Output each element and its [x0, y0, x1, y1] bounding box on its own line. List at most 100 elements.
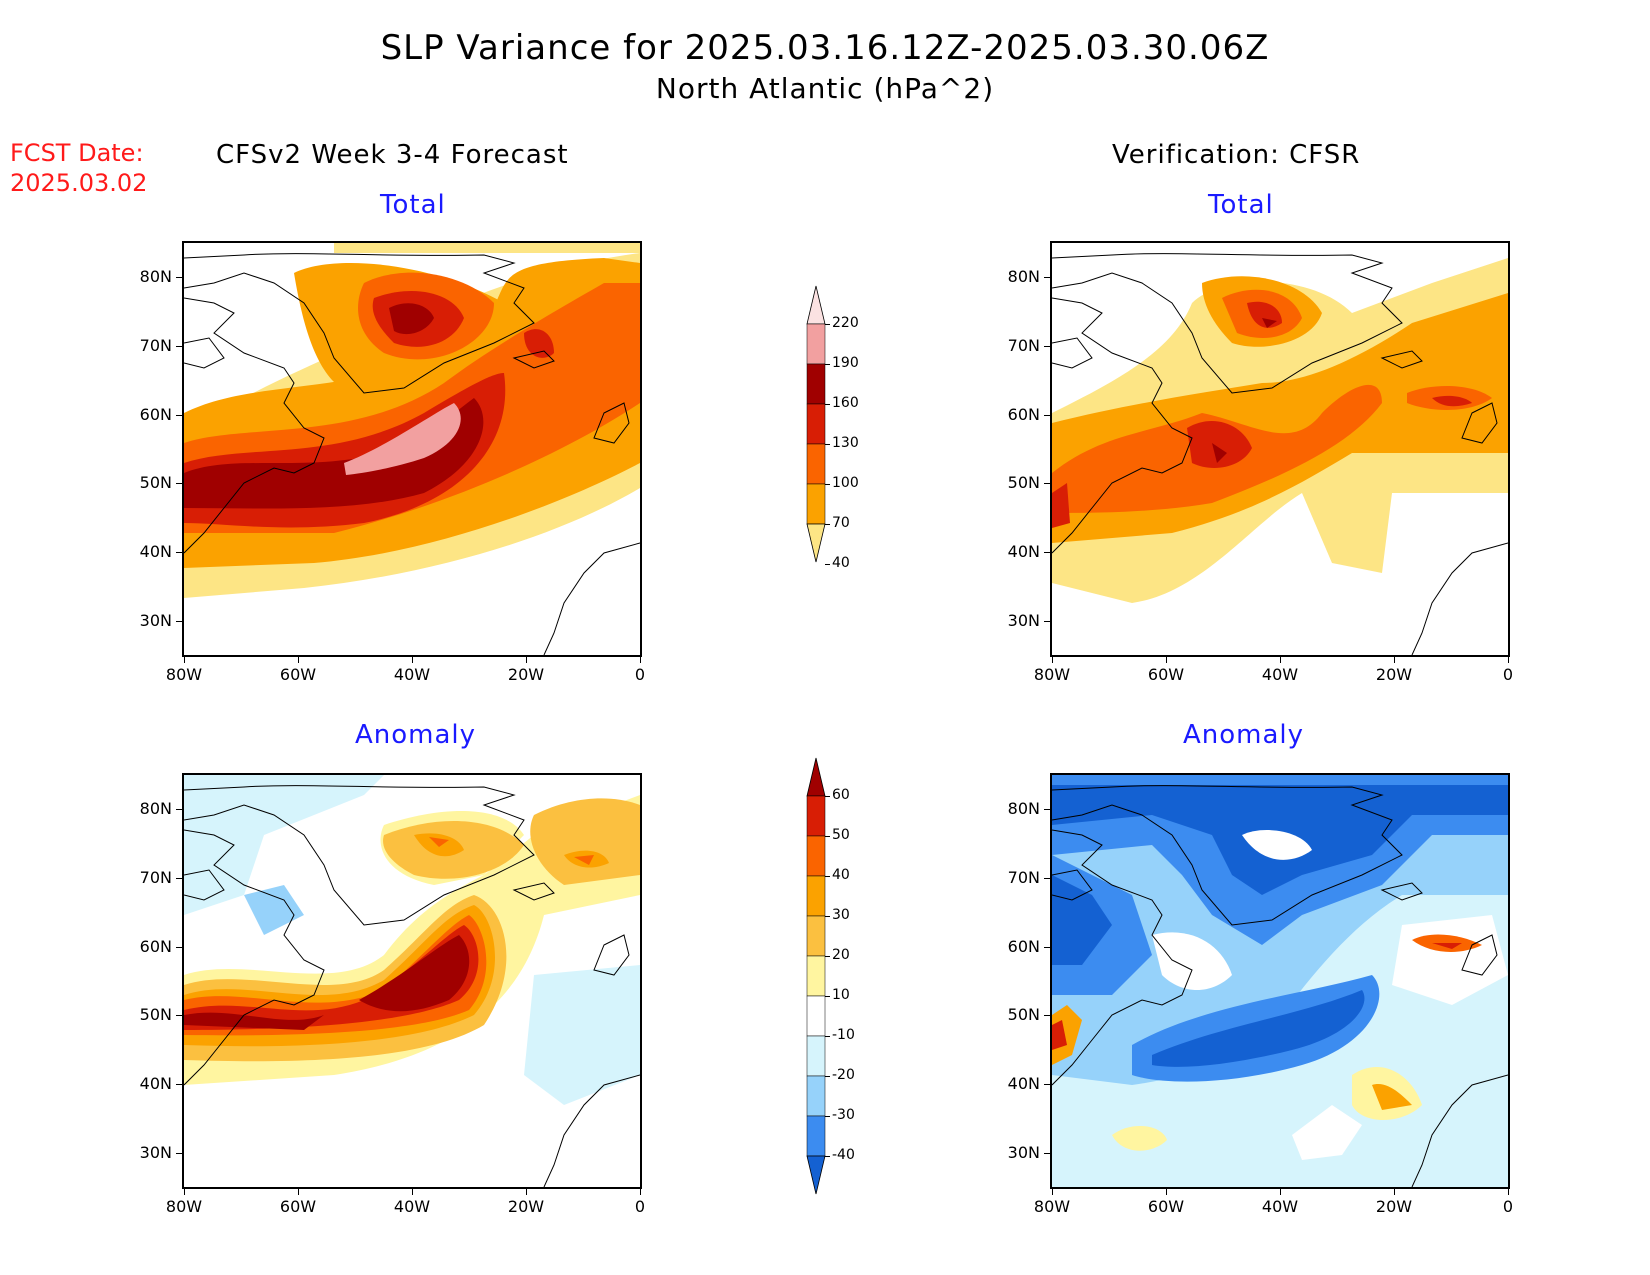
lat-tick	[1044, 552, 1050, 553]
colorbar-segment	[806, 285, 826, 325]
colorbar-label: 40	[832, 555, 850, 571]
lat-tick	[1044, 277, 1050, 279]
lon-label: 40W	[1261, 665, 1299, 684]
colorbar-segment	[806, 1075, 826, 1117]
right-column-title: Verification: CFSR	[1112, 140, 1361, 170]
lat-tick	[1044, 1152, 1050, 1154]
lon-tick	[526, 1189, 527, 1195]
colorbar-label: 30	[832, 907, 850, 923]
lon-tick	[184, 1189, 185, 1195]
lat-label: 80N	[1007, 799, 1040, 819]
lon-label: 20W	[1375, 665, 1413, 684]
cbar-total-svg	[806, 285, 826, 563]
lat-tick	[176, 1152, 182, 1154]
lat-tick	[176, 946, 182, 948]
lat-label: 50N	[1007, 473, 1040, 493]
colorbar-tick	[825, 524, 830, 525]
subtitle-verif-anom: Anomaly	[1183, 720, 1305, 750]
lon-tick	[1508, 1189, 1509, 1195]
lon-label: 60W	[279, 1197, 317, 1216]
colorbar-segment	[806, 995, 826, 1037]
lon-tick	[298, 657, 299, 663]
colorbar-label: 100	[832, 475, 859, 491]
lon-label: 60W	[279, 665, 317, 684]
colorbar-tick	[825, 876, 830, 877]
colorbar-label: -40	[832, 1147, 855, 1163]
colorbar-label: 50	[832, 827, 850, 843]
colorbar-tick	[825, 444, 830, 445]
lon-label: 60W	[1147, 1197, 1185, 1216]
left-column-title: CFSv2 Week 3-4 Forecast	[216, 140, 569, 170]
lat-label: 40N	[139, 542, 172, 561]
colorbar-tick	[825, 324, 830, 325]
lat-tick	[1044, 414, 1050, 416]
lon-label: 0	[1502, 1197, 1514, 1216]
colorbar-segment	[806, 1155, 826, 1195]
cbar-anom-svg	[806, 757, 826, 1195]
lat-tick	[1044, 878, 1050, 879]
colorbar-tick	[825, 916, 830, 917]
lat-tick	[1044, 1084, 1050, 1085]
lon-tick	[1280, 1189, 1281, 1195]
lon-tick	[412, 1189, 413, 1195]
fcst-date: FCST Date: 2025.03.02	[10, 138, 147, 198]
colorbar-label: 60	[832, 787, 850, 803]
lon-label: 80W	[165, 1197, 203, 1216]
colorbar-label: 220	[832, 315, 859, 331]
colorbar-label: 190	[832, 355, 859, 371]
lat-label: 50N	[139, 1005, 172, 1025]
lon-tick	[184, 657, 185, 663]
subtitle-fcst-anom: Anomaly	[355, 720, 477, 750]
lon-label: 80W	[165, 665, 203, 684]
lat-tick	[1044, 809, 1050, 811]
lon-tick	[1052, 657, 1053, 663]
lon-tick	[1166, 1189, 1167, 1195]
lat-label: 60N	[139, 936, 172, 956]
lon-tick	[1280, 657, 1281, 663]
colorbar-label: 10	[832, 987, 850, 1003]
map-fcst-total	[182, 241, 642, 657]
colorbar-tick	[825, 564, 830, 565]
colorbar-label: -30	[832, 1107, 855, 1123]
lat-tick	[1044, 620, 1050, 622]
lon-tick	[640, 1189, 641, 1195]
lon-label: 40W	[1261, 1197, 1299, 1216]
colorbar-segment	[806, 1035, 826, 1077]
lat-label: 70N	[139, 336, 172, 355]
lat-tick	[176, 552, 182, 553]
lon-label: 20W	[1375, 1197, 1413, 1216]
lon-label: 80W	[1033, 665, 1071, 684]
lat-tick	[176, 809, 182, 811]
colorbar-segment	[806, 835, 826, 877]
colorbar-anomaly: 60 50 40 30 20 10 -10 -20 -30 -40	[806, 757, 855, 1199]
colorbar-tick	[825, 996, 830, 997]
fcst-date-value: 2025.03.02	[10, 169, 148, 197]
lat-label: 30N	[139, 1142, 172, 1162]
lat-tick	[176, 1015, 182, 1017]
lon-label: 40W	[393, 1197, 431, 1216]
lon-label: 80W	[1033, 1197, 1071, 1216]
lat-label: 40N	[139, 1074, 172, 1093]
lon-label: 0	[1502, 665, 1514, 684]
lat-label: 60N	[139, 404, 172, 424]
colorbar-segment	[806, 483, 826, 525]
lat-label: 80N	[139, 267, 172, 287]
main-subtitle: North Atlantic (hPa^2)	[655, 72, 995, 105]
subtitle-verif-total: Total	[1208, 190, 1274, 220]
lat-label: 60N	[1007, 404, 1040, 424]
lat-label: 70N	[1007, 868, 1040, 887]
lon-tick	[640, 657, 641, 663]
lat-tick	[176, 346, 182, 347]
colorbar-segment	[806, 875, 826, 917]
lon-label: 60W	[1147, 665, 1185, 684]
lat-tick	[176, 620, 182, 622]
colorbar-segment	[806, 795, 826, 837]
colorbar-segment	[806, 323, 826, 365]
lon-label: 0	[634, 1197, 646, 1216]
lon-label: 0	[634, 665, 646, 684]
lat-label: 50N	[139, 473, 172, 493]
lat-label: 30N	[1007, 1142, 1040, 1162]
lon-label: 20W	[507, 665, 545, 684]
lat-tick	[176, 277, 182, 279]
colorbar-total: 220 190 160 130 100 70 40	[806, 285, 859, 571]
